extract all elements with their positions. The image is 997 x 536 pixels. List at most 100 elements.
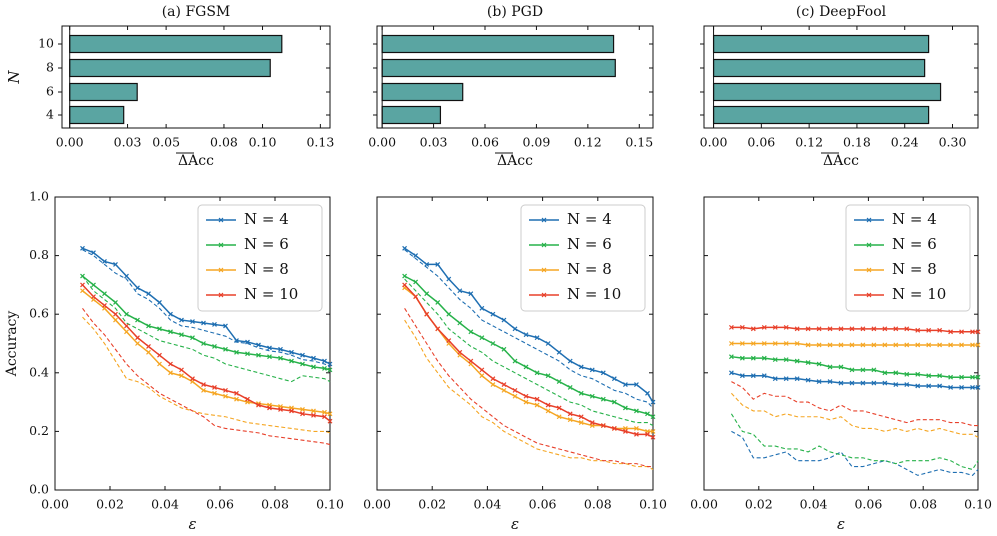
line-panel-2-series-n4-point	[402, 245, 408, 251]
line-panel-3-xtick-label: 0.08	[909, 497, 937, 512]
line-panel-1-ylabel: Accuracy	[4, 311, 20, 378]
line-panel-2-series-n4-point	[523, 332, 529, 338]
line-panel-2-series-n6-point	[634, 408, 639, 414]
line-panel-1-series-n6-point	[245, 351, 250, 357]
line-panel-3-xtick-label: 0.04	[800, 497, 828, 512]
bar-panel-1-xtick-label: 0.03	[114, 135, 142, 150]
line-panel-1-xtick-label: 0.00	[41, 497, 69, 512]
line-panel-3-series-n6-point	[871, 367, 877, 373]
line-panel-1-series-n4-dashed-line	[82, 249, 331, 368]
bar-panel-3-frame	[703, 25, 979, 129]
line-panel-1-legend-item-n8-label: N = 8	[244, 260, 289, 278]
line-panel-1-series-n6-point	[278, 355, 283, 361]
line-panel-3-series-n6-point	[816, 361, 822, 367]
bar-panel-2-xtick-label: 0.00	[368, 135, 396, 150]
line-panel-3-series-n10-point	[904, 326, 910, 332]
line-panel-2-series-n4-point	[534, 335, 540, 341]
bar-panel-3-title: (c) DeepFool	[796, 4, 887, 20]
line-panel-3-series-n4-point	[882, 380, 888, 386]
line-panel-3-series-n6-point	[783, 357, 789, 363]
line-panel-2-series-n10-point	[413, 294, 419, 300]
bar-panel-2-xtick-label: 0.03	[420, 135, 448, 150]
line-panel-1-legend-item-n8-marker	[218, 267, 224, 273]
bar-panel-1-bar-n8	[69, 58, 271, 78]
line-panel-2-series-n6-point	[413, 279, 419, 285]
line-panel-3-series-n10-point	[948, 329, 954, 335]
bar-panel-1-ytick-label: 8	[46, 60, 54, 75]
line-panel-3-series-n4-dashed-line	[731, 430, 979, 476]
line-panel-1-series-n10-point	[278, 407, 283, 412]
line-panel-1-series-n6-point	[267, 354, 272, 360]
line-panel-2-series-n6-point	[600, 396, 606, 402]
line-panel-3-series-n10-line	[731, 326, 978, 333]
line-panel-3-series-n10-point	[959, 329, 964, 335]
line-panel-2-series-n4-dashed-line	[404, 249, 654, 409]
bar-panel-2-xtick-label: 0.09	[523, 135, 551, 150]
line-panel-1-series-n6-point	[289, 358, 294, 364]
line-panel-2-series-n6-point	[545, 373, 551, 379]
line-panel-3-legend-item-n6-label: N = 6	[892, 235, 937, 253]
line-panel-2-series-n10-point	[424, 311, 430, 317]
line-panel-1-series-n6-point	[135, 317, 140, 323]
line-panel-2-series-n10-point	[611, 426, 617, 431]
line-panel-1-series-n4-point	[113, 261, 118, 267]
line-panel-2-legend-item-n4-marker	[541, 217, 547, 223]
line-panel-3-series-n10-point	[805, 326, 811, 332]
line-panel-1-series-n4-point	[179, 317, 184, 323]
line-panel-3-legend-item-n4-label: N = 4	[892, 210, 937, 228]
line-panel-3-series-n4-point	[772, 376, 778, 382]
bar-panel-3-bar-n4	[712, 105, 930, 125]
line-panel-3-series-n4-point	[783, 376, 789, 382]
line-panel-1-series-n8-point	[311, 408, 316, 414]
line-panel-1-frame	[54, 196, 331, 491]
line-panel-3-series-n8-point	[926, 342, 932, 348]
line-panel-2-series-n10-point	[490, 376, 496, 382]
line-panel-2-series-n6-point	[479, 335, 485, 341]
line-panel-3-series-n6-point	[915, 371, 921, 377]
line-panel-3-series-n8-dashed-line	[730, 392, 979, 438]
line-panel-3-series-n4-point	[816, 379, 822, 385]
line-panel-2-series-n8-point	[479, 373, 485, 379]
line-panel-1-series-n10-point	[327, 418, 333, 424]
line-panel-3-series-n4-point	[794, 376, 800, 382]
line-panel-1-series-n10-point	[135, 335, 140, 341]
bar-panel-3-xtick-label: 0.06	[747, 135, 775, 150]
bar-panel-1-ytick-label: 4	[46, 107, 54, 122]
line-panel-1-series-n4-point	[234, 338, 239, 343]
line-panel-3-series-n4-point	[904, 382, 910, 387]
line-panel-2-series-n8-point	[523, 399, 529, 405]
bar-panel-2-bar-n6	[381, 82, 464, 102]
line-panel-3-series-n8-point	[937, 342, 943, 348]
line-panel-1-legend-item-n4-label: N = 4	[244, 210, 289, 228]
line-panel-3-xlabel: ε	[837, 515, 845, 533]
bar-panel-2-xtick-label: 0.12	[574, 135, 602, 150]
line-panel-3-series-n8-point	[761, 341, 767, 346]
bar-panel-2-bar-n8	[381, 58, 616, 78]
line-panel-2-legend-item-n8-marker	[541, 267, 547, 273]
line-panel-2-series-n6-point	[578, 390, 584, 396]
line-panel-2-series-n10-point	[650, 434, 656, 440]
line-panel-2-series-n10-point	[622, 428, 628, 434]
line-panel-1-series-n4-point	[223, 323, 228, 329]
line-panel-3-series-n8-point	[959, 342, 964, 348]
line-panel-1-series-n10-point	[223, 387, 228, 393]
line-panel-3-series-n6-point	[739, 355, 745, 361]
line-panel-3-series-n10-point	[816, 326, 822, 332]
line-panel-1-series-n4-point	[245, 339, 250, 345]
line-panel-2-series-n10-dashed-line	[404, 308, 653, 468]
line-panel-2-series-n8-point	[634, 426, 639, 431]
line-panel-2-frame	[376, 196, 654, 491]
line-panel-2-series-n6-point	[645, 411, 650, 417]
line-panel-1-series-n10-point	[267, 405, 272, 411]
line-panel-3-xtick-label: 0.00	[690, 497, 718, 512]
line-panel-1-series-n4-point	[190, 319, 195, 324]
line-panel-3-series-n8-point	[838, 342, 844, 348]
line-panel-2-series-n10-point	[534, 396, 540, 402]
line-panel-2-series-n4-point	[650, 399, 656, 405]
line-panel-1-series-n8-point	[124, 329, 129, 335]
line-panel-1-series-n8-dashed-line	[82, 316, 331, 434]
bar-panel-1-ytick-label: 10	[38, 36, 54, 51]
line-panel-1-series-n6-point	[212, 344, 217, 349]
line-panel-2-series-n10-point	[556, 405, 562, 411]
line-panel-2-xtick-label: 0.06	[529, 497, 557, 512]
